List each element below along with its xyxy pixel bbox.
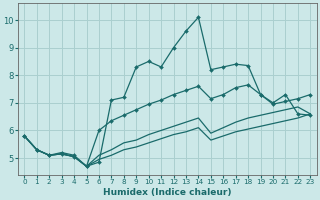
X-axis label: Humidex (Indice chaleur): Humidex (Indice chaleur) — [103, 188, 232, 197]
